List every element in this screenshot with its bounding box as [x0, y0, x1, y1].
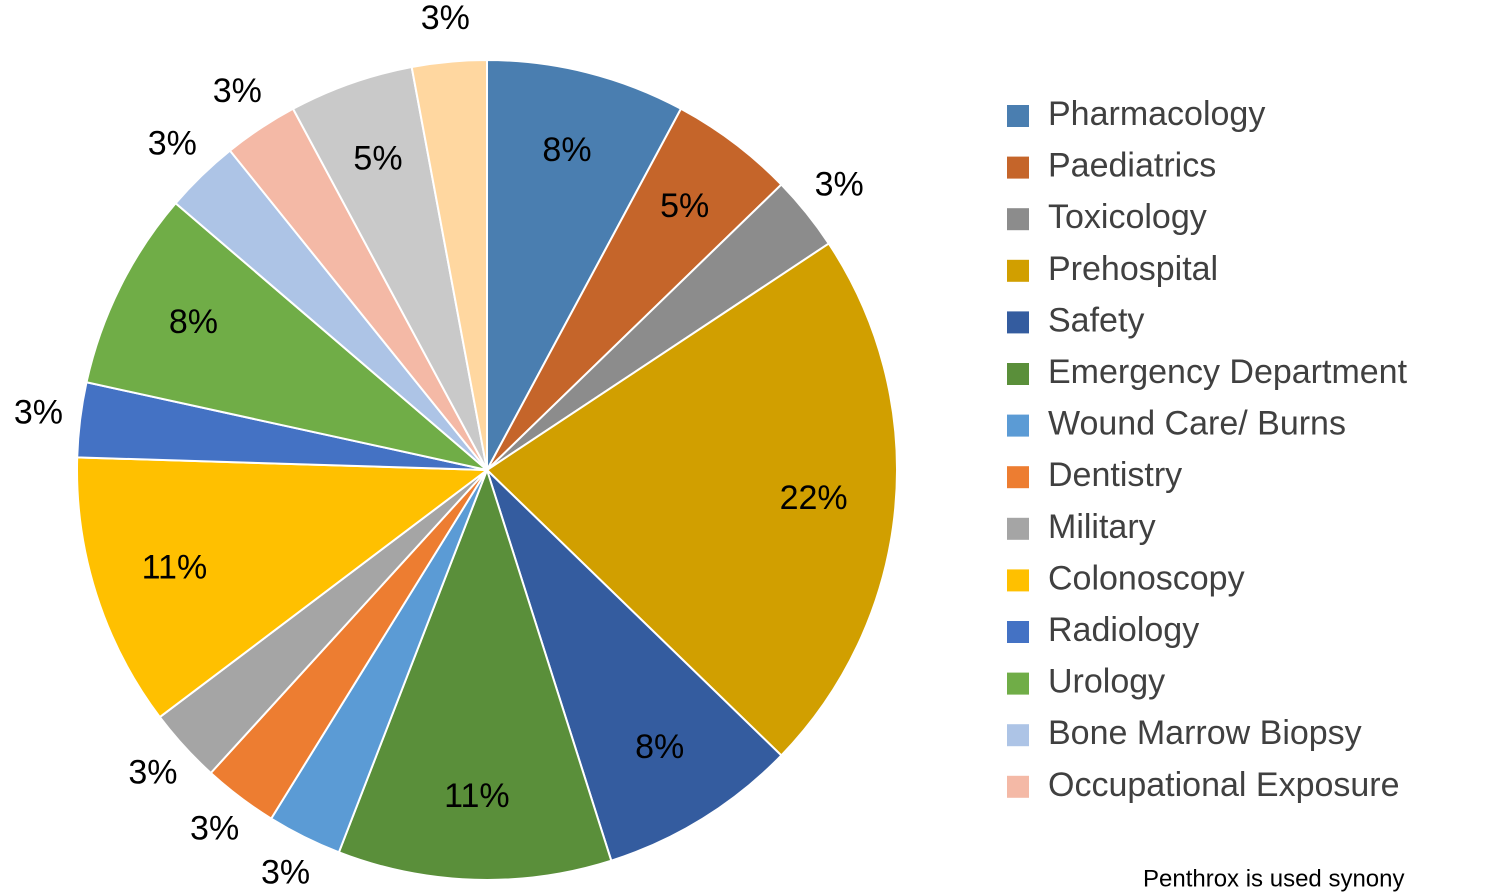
legend-label: Urology — [1048, 663, 1165, 701]
legend-swatch — [1007, 414, 1029, 437]
pie-slice — [486, 58, 683, 471]
legend-label: Prehospital — [1048, 250, 1218, 288]
data-label: 22% — [780, 479, 848, 517]
legend-swatch — [1007, 569, 1029, 592]
legend-swatch — [1007, 517, 1029, 540]
pie-slice — [486, 469, 783, 862]
legend-label: Paediatrics — [1048, 147, 1216, 185]
data-label: 8% — [635, 728, 684, 766]
data-label: 8% — [542, 131, 591, 169]
data-label: 3% — [261, 854, 310, 892]
legend-swatch — [1007, 311, 1029, 334]
legend-swatch — [1007, 259, 1029, 282]
legend-swatch — [1007, 156, 1029, 179]
legend-label: Wound Care/ Burns — [1048, 405, 1346, 443]
data-label: 3% — [14, 393, 63, 431]
legend-label: Occupational Exposure — [1048, 766, 1400, 804]
legend-label: Colonoscopy — [1048, 559, 1245, 597]
legend-label: Pharmacology — [1048, 95, 1265, 133]
data-label: 11% — [142, 548, 208, 586]
data-label: 5% — [353, 140, 402, 178]
legend-swatch — [1007, 105, 1029, 127]
pie-slice — [76, 456, 490, 719]
legend-swatch — [1007, 363, 1029, 385]
legend-label: Dentistry — [1048, 456, 1182, 494]
data-label: 3% — [190, 810, 239, 848]
legend-swatch — [1007, 724, 1029, 747]
pie-slice — [337, 466, 613, 881]
data-label: 3% — [128, 753, 177, 791]
pie-slice — [485, 242, 898, 757]
legend-label: Safety — [1048, 301, 1144, 339]
data-label: 3% — [213, 72, 262, 110]
data-label: 3% — [421, 0, 470, 37]
legend-swatch — [1007, 621, 1029, 643]
legend-label: Military — [1048, 508, 1156, 546]
legend-label: Radiology — [1048, 611, 1199, 649]
legend-label: Toxicology — [1048, 198, 1207, 236]
pie-slice — [410, 58, 488, 471]
legend-label: Emergency Department — [1048, 353, 1408, 391]
legend-swatch — [1007, 466, 1029, 489]
data-label: 11% — [444, 777, 510, 815]
note: Penthrox is used synony — [1143, 865, 1404, 892]
data-label: 3% — [148, 124, 197, 162]
data-label: 5% — [660, 187, 709, 225]
pie-slice — [85, 201, 488, 471]
legend-label: Bone Marrow Biopsy — [1048, 714, 1362, 752]
data-label: 3% — [815, 166, 864, 204]
legend-swatch — [1007, 208, 1029, 231]
legend-swatch — [1007, 775, 1029, 798]
data-label: 8% — [169, 303, 218, 341]
legend-swatch — [1007, 672, 1029, 695]
